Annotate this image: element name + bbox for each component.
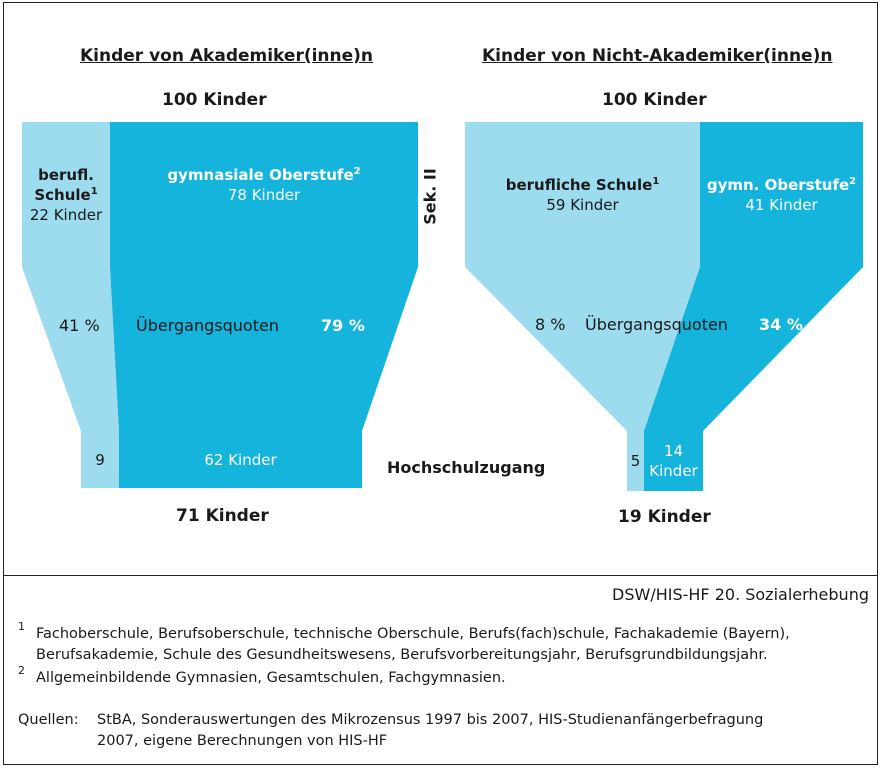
sek-ii-label: Sek. II bbox=[420, 168, 440, 225]
right-result-academic: 14 Kinder bbox=[644, 431, 703, 491]
footnote-2-line-1: Allgemeinbildende Gymnasien, Gesamtschul… bbox=[36, 670, 506, 686]
footnote-2-number: 2 bbox=[18, 664, 25, 677]
right-result-vocational-value: 5 bbox=[630, 452, 641, 470]
footnote-1-line-2: Berufsakademie, Schule des Gesundheitswe… bbox=[36, 647, 768, 663]
footnote-1-line-1: Fachoberschule, Berufsoberschule, techni… bbox=[36, 626, 790, 642]
right-academic-label: gymn. Oberstufe bbox=[706, 175, 850, 194]
hochschulzugang-label: Hochschulzugang bbox=[387, 458, 546, 477]
left-vocational-block: berufl. Schule1 22 Kinder bbox=[22, 122, 110, 267]
left-academic-label: gymnasiale Oberstufe bbox=[167, 166, 354, 184]
right-academic-count: 41 Kinder bbox=[745, 195, 818, 214]
left-result-academic-value: 62 Kinder bbox=[204, 450, 277, 469]
figure-frame bbox=[3, 2, 878, 765]
left-result-vocational-value: 9 bbox=[95, 450, 105, 469]
sources-line-1: StBA, Sonderauswertungen des Mikrozensus… bbox=[97, 712, 764, 728]
left-rate-academic: 79 % bbox=[321, 316, 365, 335]
footnote-ref-2: 2 bbox=[849, 175, 857, 187]
funnel-shapes bbox=[22, 267, 863, 431]
left-funnel-academic bbox=[110, 267, 418, 431]
left-academic-label-wrap: gymnasiale Oberstufe2 bbox=[167, 165, 360, 185]
left-rate-vocational: 41 % bbox=[59, 316, 100, 335]
left-funnel-vocational bbox=[22, 267, 119, 431]
right-vocational-label: berufliche Schule bbox=[505, 175, 653, 194]
right-vocational-block: berufliche Schule1 59 Kinder bbox=[465, 122, 700, 267]
right-vocational-count: 59 Kinder bbox=[546, 195, 619, 214]
right-academic-block: gymn. Oberstufe2 41 Kinder bbox=[700, 122, 863, 267]
sources-label: Quellen: bbox=[18, 712, 79, 728]
right-academic-label-wrap: gymn. Oberstufe2 bbox=[707, 175, 856, 195]
left-vocational-label-1: berufl. bbox=[38, 165, 94, 184]
left-academic-count: 78 Kinder bbox=[227, 186, 301, 204]
right-vocational-label-wrap: berufliche Schule1 bbox=[506, 175, 660, 195]
right-result-vocational: 5 bbox=[627, 431, 644, 491]
right-funnel-vocational bbox=[465, 267, 700, 431]
footnote-ref-1: 1 bbox=[90, 185, 98, 197]
left-result-vocational: 9 bbox=[81, 431, 119, 488]
right-total-top: 100 Kinder bbox=[602, 90, 707, 110]
left-academic-block: gymnasiale Oberstufe2 78 Kinder bbox=[110, 122, 418, 267]
right-title: Kinder von Nicht-Akademiker(inne)n bbox=[482, 46, 833, 66]
right-rate-label: Übergangsquoten bbox=[585, 315, 728, 334]
footnote-ref-2: 2 bbox=[353, 166, 361, 177]
right-total-bottom: 19 Kinder bbox=[618, 507, 711, 527]
footnote-ref-1: 1 bbox=[652, 175, 660, 187]
right-funnel-academic bbox=[644, 267, 863, 431]
source-credit: DSW/HIS-HF 20. Sozialerhebung bbox=[612, 585, 869, 604]
sources-line-2: 2007, eigene Berechnungen von HIS-HF bbox=[97, 733, 388, 749]
footnote-1-number: 1 bbox=[18, 620, 25, 633]
footer-divider bbox=[3, 575, 878, 576]
right-rate-academic: 34 % bbox=[759, 315, 803, 334]
left-vocational-label-2-wrap: Schule1 bbox=[34, 185, 97, 205]
left-total-bottom: 71 Kinder bbox=[176, 506, 269, 526]
left-vocational-count: 22 Kinder bbox=[29, 205, 103, 224]
left-title: Kinder von Akademiker(inne)n bbox=[80, 46, 374, 66]
right-result-academic-value-2: Kinder bbox=[649, 462, 698, 480]
left-total-top: 100 Kinder bbox=[162, 90, 267, 110]
right-result-academic-value-1: 14 bbox=[663, 442, 684, 460]
right-rate-vocational: 8 % bbox=[535, 315, 566, 334]
left-rate-label: Übergangsquoten bbox=[136, 316, 279, 335]
left-result-academic: 62 Kinder bbox=[119, 431, 362, 488]
left-vocational-label-2: Schule bbox=[34, 185, 91, 204]
